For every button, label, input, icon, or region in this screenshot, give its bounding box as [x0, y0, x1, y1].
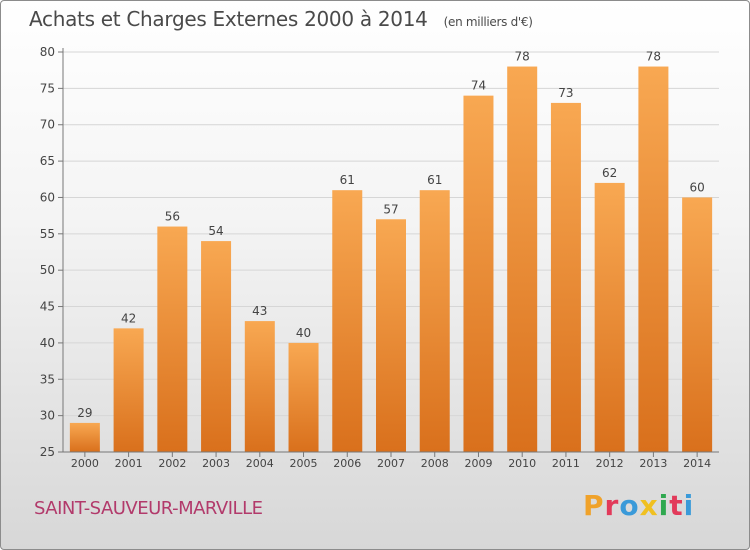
bar-value-label: 74	[471, 79, 486, 93]
y-tick-label: 70	[40, 118, 55, 132]
x-tick-label: 2011	[552, 457, 580, 470]
logo-letter: x	[639, 489, 659, 522]
title-text: Achats et Charges Externes 2000 à 2014	[29, 7, 428, 31]
bar-value-label: 60	[689, 180, 704, 194]
y-tick-label: 80	[40, 45, 55, 59]
y-tick-label: 65	[40, 154, 55, 168]
logo-letter: i	[658, 489, 670, 522]
bar	[244, 321, 275, 452]
bar	[113, 328, 144, 452]
y-tick-label: 50	[40, 263, 55, 277]
y-tick-label: 25	[40, 445, 55, 459]
x-tick-label: 2012	[596, 457, 624, 470]
bar-value-label: 43	[252, 304, 267, 318]
x-tick-label: 2005	[290, 457, 318, 470]
bar-value-label: 29	[77, 406, 92, 420]
y-tick-label: 75	[40, 81, 55, 95]
x-tick-label: 2009	[464, 457, 492, 470]
bar	[332, 190, 363, 452]
y-tick-label: 55	[40, 227, 55, 241]
y-tick-label: 60	[40, 190, 55, 204]
bar	[507, 66, 538, 452]
bar	[463, 95, 494, 453]
logo-letter: P	[583, 489, 605, 522]
y-tick-label: 35	[40, 372, 55, 386]
bar-value-label: 57	[383, 202, 398, 216]
chart-title: Achats et Charges Externes 2000 à 2014 (…	[29, 7, 533, 31]
x-tick-label: 2002	[158, 457, 186, 470]
bar-value-label: 78	[515, 50, 530, 64]
logo-letter: o	[619, 489, 640, 522]
bar	[638, 66, 669, 452]
x-tick-label: 2013	[639, 457, 667, 470]
logo-letter: t	[669, 489, 684, 522]
bar-value-label: 73	[558, 86, 573, 100]
y-tick-label: 40	[40, 336, 55, 350]
axes: 25 30 35 40 45 50 55 60 65 70 75 80 2000 2001 2002 2003…	[40, 45, 719, 470]
bar	[682, 197, 713, 452]
bar-value-label: 61	[427, 173, 442, 187]
y-tick-label: 30	[40, 409, 55, 423]
proxiti-logo: Proxiti	[583, 489, 694, 522]
logo-letter: r	[604, 489, 620, 522]
bar	[419, 190, 450, 452]
x-tick-label: 2004	[246, 457, 274, 470]
bar	[69, 422, 100, 452]
bar-value-label: 78	[646, 50, 661, 64]
bar-value-label: 56	[165, 210, 180, 224]
commune-name: SAINT-SAUVEUR-MARVILLE	[34, 498, 263, 519]
bar-value-label: 42	[121, 311, 136, 325]
title-unit: (en milliers d'€)	[443, 15, 533, 29]
bar-value-label: 61	[340, 173, 355, 187]
x-tick-label: 2010	[508, 457, 536, 470]
x-tick-label: 2006	[333, 457, 361, 470]
bar	[594, 182, 625, 452]
bar-value-label: 40	[296, 326, 311, 340]
bar-value-label: 54	[208, 224, 223, 238]
x-tick-label: 2000	[71, 457, 99, 470]
bar-value-label: 62	[602, 166, 617, 180]
x-tick-label: 2001	[115, 457, 143, 470]
bar	[288, 342, 319, 452]
x-tick-label: 2003	[202, 457, 230, 470]
y-tick-label: 45	[40, 300, 55, 314]
logo-letter: i	[683, 489, 695, 522]
x-tick-label: 2007	[377, 457, 405, 470]
x-tick-label: 2014	[683, 457, 711, 470]
bar	[550, 102, 581, 452]
data-labels: 29 42 56 54 43 40 61 57 61 74 78 73 62 78 60	[77, 50, 705, 420]
bar	[157, 226, 188, 452]
bars	[69, 66, 713, 453]
x-tick-label: 2008	[421, 457, 449, 470]
bar	[201, 241, 232, 452]
bar	[376, 219, 406, 452]
